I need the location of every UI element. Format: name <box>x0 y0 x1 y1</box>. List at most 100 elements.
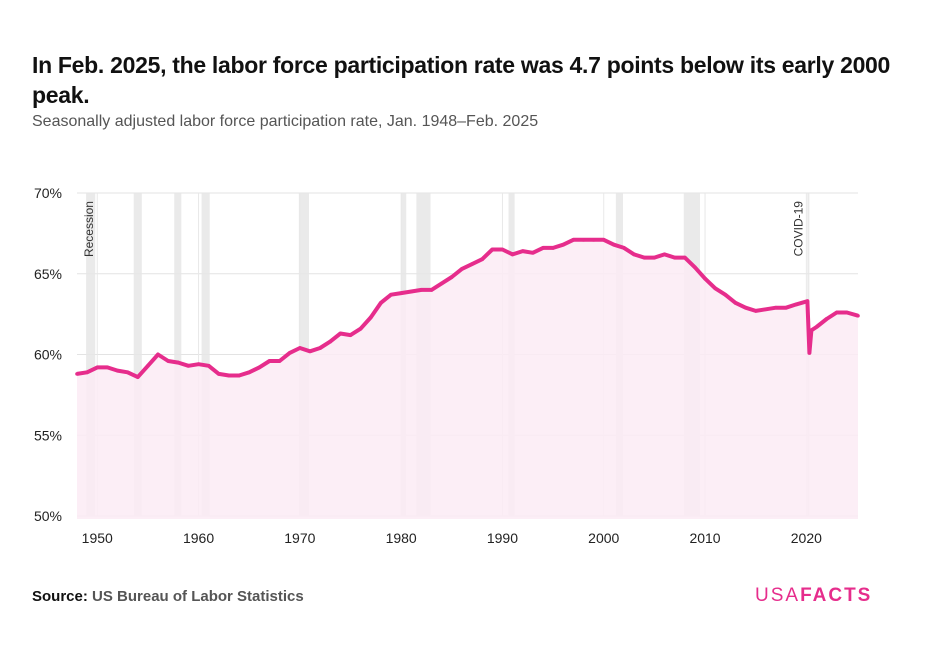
data-point <box>348 333 353 337</box>
x-tick-label: 2010 <box>689 530 720 546</box>
data-point <box>571 238 576 242</box>
data-point <box>105 365 110 370</box>
y-tick-label: 60% <box>34 347 62 363</box>
data-point <box>642 255 647 260</box>
data-point <box>693 265 697 270</box>
x-tick-label: 2000 <box>588 530 619 546</box>
data-point <box>409 289 414 294</box>
data-point <box>287 351 292 355</box>
data-point <box>794 302 799 307</box>
data-point <box>723 292 728 297</box>
annotation-label: COVID-19 <box>791 201 805 257</box>
data-point <box>176 360 181 365</box>
data-point <box>824 317 829 321</box>
data-point <box>753 309 758 313</box>
data-point <box>807 351 812 355</box>
data-point <box>490 247 495 252</box>
recession-band <box>201 193 210 516</box>
x-tick-label: 1950 <box>82 530 113 546</box>
y-tick-label: 50% <box>34 508 62 524</box>
chart-title: In Feb. 2025, the labor force participat… <box>32 52 891 108</box>
data-point <box>308 349 312 354</box>
data-point <box>379 301 383 305</box>
data-point <box>856 313 860 318</box>
data-point <box>156 352 160 357</box>
recession-band <box>86 193 96 516</box>
data-point <box>186 364 191 368</box>
data-point <box>125 370 130 375</box>
data-point <box>561 242 566 247</box>
data-point <box>237 373 241 378</box>
data-point <box>257 365 262 370</box>
data-point <box>449 275 454 279</box>
data-point <box>439 281 444 286</box>
data-point <box>784 305 788 310</box>
data-point <box>581 238 586 242</box>
chart-subtitle: Seasonally adjusted labor force particip… <box>32 113 539 130</box>
series-line <box>76 237 859 380</box>
data-point <box>460 267 464 271</box>
data-point <box>652 255 657 260</box>
x-tick-label: 1990 <box>487 530 518 546</box>
data-point <box>743 305 748 310</box>
data-point <box>612 242 616 247</box>
data-point <box>227 373 231 378</box>
x-tick-label: 2020 <box>791 530 822 546</box>
data-point <box>520 249 525 253</box>
data-point <box>75 372 79 376</box>
data-point <box>115 368 120 373</box>
y-tick-label: 70% <box>34 185 62 201</box>
data-point <box>338 331 343 336</box>
data-point <box>368 315 373 320</box>
x-tick-label: 1970 <box>284 530 315 546</box>
source-label: Source: <box>32 588 88 605</box>
data-point <box>358 326 363 331</box>
recession-band <box>174 193 182 516</box>
logo-part1: USA <box>755 585 801 606</box>
data-point <box>429 288 434 292</box>
data-point <box>298 346 302 350</box>
annotation-label: Recession <box>82 201 96 257</box>
y-tick-label: 55% <box>34 427 62 443</box>
data-point <box>541 246 545 250</box>
data-point <box>809 328 814 333</box>
data-point <box>328 339 333 344</box>
data-point <box>419 288 424 292</box>
data-point <box>166 359 170 363</box>
data-point <box>764 307 768 312</box>
data-point <box>267 359 272 363</box>
data-point <box>531 250 535 255</box>
data-point <box>845 310 849 315</box>
data-point <box>622 246 626 250</box>
data-point <box>85 370 89 375</box>
data-point <box>247 370 252 375</box>
data-point <box>318 346 322 350</box>
data-point <box>632 252 636 257</box>
area-fill <box>77 239 858 520</box>
data-point <box>95 365 100 370</box>
y-tick-label: 65% <box>34 266 62 282</box>
data-point <box>217 372 221 376</box>
data-point <box>196 362 201 366</box>
data-point <box>206 364 211 368</box>
data-point <box>733 301 738 305</box>
usafacts-logo: USAFACTS <box>755 585 872 607</box>
data-point <box>774 305 778 310</box>
data-point <box>277 359 282 363</box>
source-value: US Bureau of Labor Statistics <box>92 588 304 605</box>
logo-part2: FACTS <box>800 585 873 606</box>
data-point <box>834 310 839 315</box>
data-point <box>146 364 150 368</box>
data-point <box>480 257 484 262</box>
data-point <box>135 375 140 379</box>
x-tick-label: 1980 <box>386 530 417 546</box>
x-tick-label: 1960 <box>183 530 214 546</box>
data-point <box>805 299 810 304</box>
data-point <box>551 246 555 250</box>
data-point <box>713 286 717 291</box>
data-point <box>682 255 687 260</box>
data-point <box>814 325 819 329</box>
data-point <box>399 291 403 295</box>
